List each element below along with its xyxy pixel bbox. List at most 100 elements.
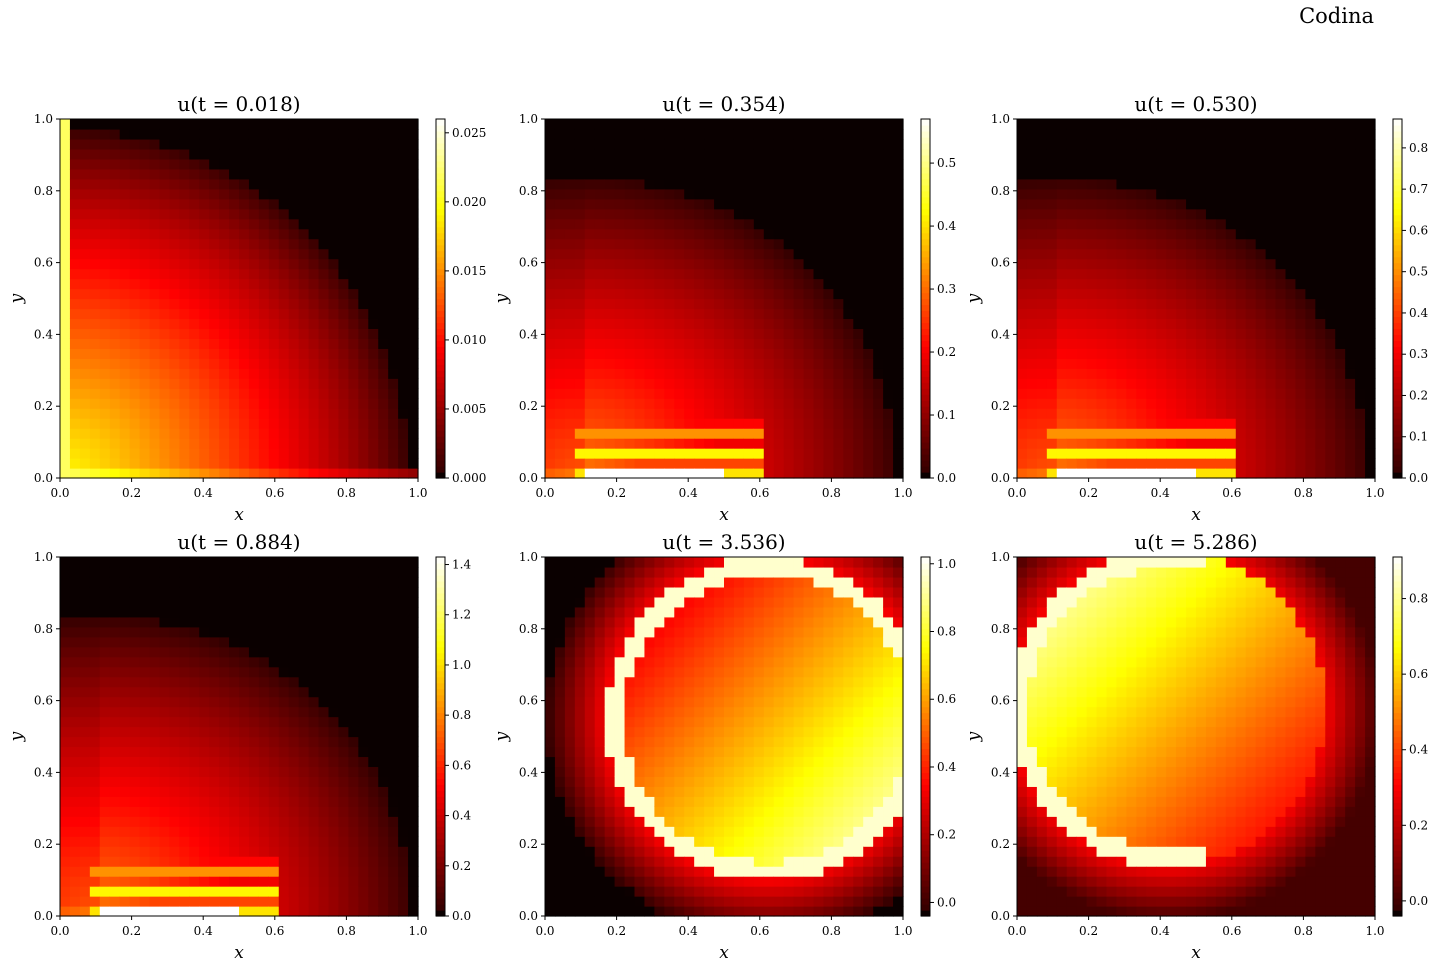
heatmap-cell [1116,428,1127,439]
heatmap-cell [89,438,101,449]
heatmap-cell [763,278,775,290]
heatmap-cell [149,846,161,857]
colorbar-segment [436,382,445,389]
heatmap-cell [79,378,91,389]
heatmap-cell [1166,438,1177,449]
heatmap-cell [1096,418,1108,429]
heatmap-cell [1126,208,1137,220]
heatmap-cell [398,158,409,170]
heatmap-cell [219,716,230,728]
colorbar-tick-label: 0.2 [937,345,956,359]
heatmap-cell [239,676,250,688]
heatmap-cell [545,138,556,150]
heatmap-cell [574,348,586,359]
heatmap-cell [229,557,240,568]
heatmap-cell [813,318,825,330]
heatmap-cell [1136,338,1147,349]
heatmap-cell [853,358,864,369]
heatmap-cell [634,148,646,160]
heatmap-cell [564,418,576,429]
heatmap-cell [129,606,141,618]
heatmap-cell [258,238,270,250]
heatmap-cell [79,706,91,718]
heatmap-cell [1245,358,1257,369]
heatmap-cell [1275,378,1287,389]
colorbar-segment [436,304,445,312]
heatmap-cell [268,876,280,887]
heatmap-cell [574,188,586,200]
y-tick-label: 0.2 [519,399,538,413]
heatmap-cell [893,248,904,260]
heatmap-cell [1176,338,1187,349]
heatmap-cell [209,726,220,738]
heatmap-cell [159,458,170,469]
heatmap-cell [209,438,220,449]
heatmap-cell [1076,138,1088,150]
colorbar-segment [921,142,930,150]
heatmap-cell [1126,398,1137,409]
heatmap-cell [1355,138,1366,150]
heatmap-cell [69,148,81,160]
heatmap-cell [614,188,626,200]
heatmap-cell [179,318,190,330]
heatmap-cell [873,218,884,230]
heatmap-cell [268,576,280,588]
heatmap-cell [89,566,101,578]
heatmap-cell [813,288,825,300]
heatmap-cell [139,248,151,260]
heatmap-cell [119,866,131,877]
heatmap-cell [89,756,101,768]
heatmap-cell [89,826,101,837]
heatmap-cell [813,348,825,359]
heatmap-cell [564,468,576,479]
heatmap-cell [803,148,815,160]
heatmap-cell [328,338,340,349]
heatmap-cell [358,408,369,419]
heatmap-cell [803,448,815,459]
heatmap-cell [119,418,131,429]
heatmap-cell [724,198,735,210]
heatmap-cell [574,128,586,140]
heatmap-cell [239,656,250,668]
heatmap-cell [209,786,220,797]
heatmap-cell [219,258,230,270]
heatmap-cell [1156,428,1167,439]
heatmap-cell [1186,418,1197,429]
heatmap-cell [1285,158,1297,170]
heatmap-cell [368,368,379,379]
heatmap-cell [89,606,101,618]
heatmap-cell [268,646,280,658]
heatmap-cell [873,288,884,300]
heatmap-cell [1126,188,1137,200]
heatmap-cell [229,666,240,678]
heatmap-cell [89,328,101,339]
heatmap-cell [189,318,200,330]
heatmap-cell [564,288,576,300]
heatmap-cell [248,696,260,708]
heatmap-cell [1017,468,1028,479]
heatmap-cell [1196,458,1207,469]
x-tick-label: 0.4 [1151,486,1170,500]
heatmap-cell [545,248,556,260]
heatmap-cell [219,706,230,718]
heatmap-cell [843,308,854,320]
heatmap-cell [1116,328,1127,339]
heatmap-cell [624,448,636,459]
heatmap-cell [743,328,755,339]
heatmap-cell [1365,348,1376,359]
heatmap-cell [1265,148,1277,160]
heatmap-cell [644,138,655,150]
heatmap-cell [368,338,379,349]
heatmap-cell [743,258,755,270]
heatmap-cell [298,218,310,230]
colorbar-segment [436,220,445,228]
heatmap-cell [169,686,180,698]
heatmap-cell [109,128,121,140]
heatmap-cell [1156,328,1167,339]
heatmap-cell [388,458,399,469]
heatmap-cell [129,328,141,339]
heatmap-cell [654,168,665,180]
heatmap-cell [1235,378,1247,389]
heatmap-cell [209,666,220,678]
colorbar-segment [921,310,930,318]
